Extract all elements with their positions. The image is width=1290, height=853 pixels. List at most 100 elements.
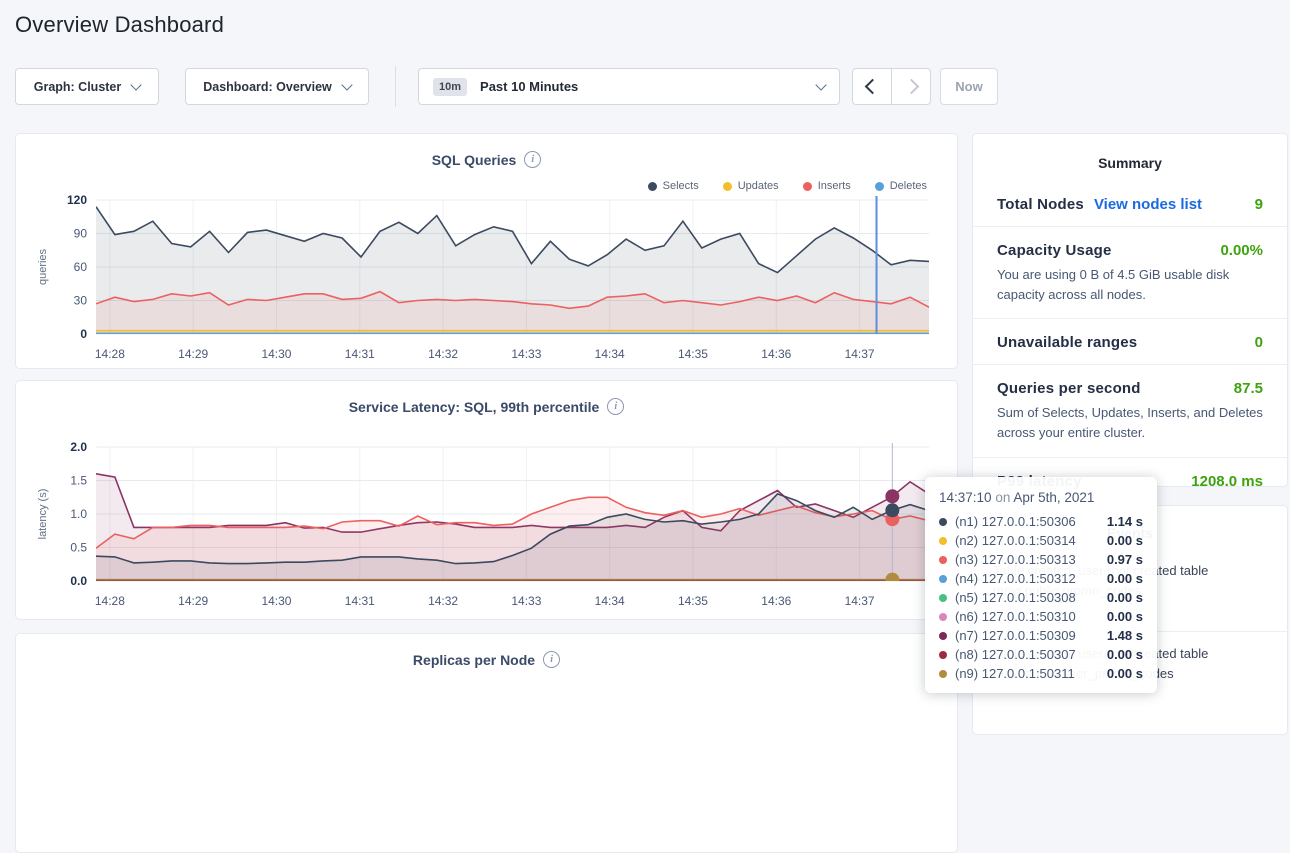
svg-text:14:36: 14:36 [761, 594, 791, 608]
summary-label: Total Nodes [997, 196, 1084, 213]
node-latency-value: 0.97 s [1106, 552, 1143, 567]
svg-text:0: 0 [80, 327, 87, 341]
dashboard-dropdown-label: Dashboard: Overview [203, 79, 332, 94]
sql-queries-card: SQL Queries i Selects Updates Inserts Delet… [15, 133, 958, 369]
summary-label: Queries per second [997, 380, 1141, 398]
chevron-right-icon [903, 78, 919, 95]
svg-text:14:33: 14:33 [511, 347, 541, 361]
svg-text:14:36: 14:36 [761, 347, 791, 361]
node-latency-value: 0.00 s [1106, 666, 1143, 681]
summary-row-unavailable-ranges: Unavailable ranges 0 [973, 318, 1287, 364]
svg-text:90: 90 [74, 227, 88, 241]
node-address: (n9) 127.0.0.1:50311 [955, 666, 1075, 681]
series-dot [939, 631, 947, 640]
time-range-selector[interactable]: 10m Past 10 Minutes [418, 68, 840, 105]
tooltip-row: (n6) 127.0.0.1:50310 0.00 s [939, 607, 1143, 626]
series-dot [939, 612, 947, 621]
legend-item: Deletes [874, 180, 927, 192]
svg-text:14:30: 14:30 [261, 594, 291, 608]
info-icon[interactable]: i [607, 398, 625, 415]
tooltip-date: Apr 5th, 2021 [1013, 490, 1095, 505]
dashboard-dropdown[interactable]: Dashboard: Overview [185, 68, 369, 105]
chevron-left-icon [864, 78, 880, 95]
node-address: (n2) 127.0.0.1:50314 [955, 533, 1076, 548]
summary-label: Capacity Usage [997, 242, 1112, 259]
summary-row-capacity-usage: Capacity Usage 0.00% You are using 0 B o… [973, 226, 1287, 318]
summary-subtitle: Sum of Selects, Updates, Inserts, and De… [997, 405, 1263, 441]
time-range-label: Past 10 Minutes [480, 79, 579, 94]
node-latency-value: 1.14 s [1106, 514, 1143, 529]
tooltip-row: (n2) 127.0.0.1:50314 0.00 s [939, 531, 1143, 550]
summary-title: Summary [1098, 155, 1162, 171]
svg-text:14:34: 14:34 [595, 347, 625, 361]
series-dot [939, 574, 947, 583]
chart-title-text: Replicas per Node [412, 651, 536, 668]
svg-text:14:37: 14:37 [845, 347, 875, 361]
node-latency-value: 0.00 s [1106, 609, 1143, 624]
node-address: (n6) 127.0.0.1:50310 [955, 609, 1076, 624]
info-icon[interactable]: i [524, 151, 542, 168]
svg-text:14:28: 14:28 [95, 347, 125, 361]
summary-subtitle: You are using 0 B of 4.5 GiB usable disk… [997, 267, 1230, 303]
node-latency-value: 0.00 s [1106, 533, 1143, 548]
now-button[interactable]: Now [940, 68, 998, 105]
service-latency-card: Service Latency: SQL, 99th percentile i … [15, 380, 958, 620]
graph-dropdown-label: Graph: Cluster [33, 79, 122, 94]
svg-text:14:29: 14:29 [178, 594, 208, 608]
series-dot [939, 536, 947, 545]
svg-text:14:34: 14:34 [595, 594, 625, 608]
svg-text:14:30: 14:30 [261, 347, 291, 361]
sql-queries-title: SQL Queries i [16, 134, 957, 168]
tooltip-row: (n3) 127.0.0.1:50313 0.97 s [939, 550, 1143, 569]
tooltip-row: (n4) 127.0.0.1:50312 0.00 s [939, 569, 1143, 588]
sql-chart-legend: Selects Updates Inserts Deletes [647, 180, 927, 192]
legend-label: Updates [737, 180, 779, 192]
svg-text:30: 30 [74, 294, 88, 308]
info-icon[interactable]: i [543, 651, 561, 668]
summary-row-queries-per-second: Queries per second 87.5 Sum of Selects, … [973, 364, 1287, 456]
chevron-down-icon [130, 78, 142, 91]
next-range-button[interactable] [891, 69, 930, 104]
svg-text:1.0: 1.0 [70, 507, 87, 521]
node-latency-value: 0.00 s [1106, 571, 1143, 586]
tooltip-row: (n8) 127.0.0.1:50307 0.00 s [939, 645, 1143, 664]
tooltip-row: (n1) 127.0.0.1:50306 1.14 s [939, 512, 1143, 531]
prev-range-button[interactable] [853, 69, 891, 104]
service-latency-chart[interactable]: 0.0 0.5 1.0 1.5 2.0 14:28 14:29 14:30 14:31 14:32… [32, 437, 943, 615]
tooltip-row: (n5) 127.0.0.1:50308 0.00 s [939, 588, 1143, 607]
svg-text:14:28: 14:28 [95, 594, 125, 608]
node-address: (n4) 127.0.0.1:50312 [955, 571, 1076, 586]
legend-item: Inserts [802, 180, 851, 192]
svg-text:0.5: 0.5 [70, 541, 87, 555]
series-dot [939, 517, 947, 526]
tooltip-on: on [995, 490, 1011, 505]
svg-text:2.0: 2.0 [70, 440, 87, 454]
time-nav-group [852, 68, 931, 105]
svg-text:14:35: 14:35 [678, 347, 708, 361]
svg-text:14:32: 14:32 [428, 347, 458, 361]
legend-label: Selects [662, 180, 699, 192]
view-nodes-list-link[interactable]: View nodes list [1093, 196, 1203, 213]
summary-row-total-nodes: Total Nodes View nodes list 9 [973, 181, 1287, 226]
tooltip-time: 14:37:10 [939, 490, 992, 505]
summary-label: Unavailable ranges [997, 334, 1138, 352]
legend-dot [802, 181, 812, 191]
svg-text:14:29: 14:29 [178, 347, 208, 361]
sql-queries-chart[interactable]: 0 30 60 90 120 14:28 14:29 14:30 14:31 14:32 14:33… [32, 190, 943, 368]
node-address: (n5) 127.0.0.1:50308 [955, 590, 1076, 605]
graph-dropdown[interactable]: Graph: Cluster [15, 68, 159, 105]
chart-hover-tooltip: 14:37:10 on Apr 5th, 2021 (n1) 127.0.0.1… [925, 477, 1157, 693]
summary-value: 0 [1254, 334, 1263, 352]
summary-value: 87.5 [1233, 380, 1263, 398]
svg-text:14:32: 14:32 [428, 594, 458, 608]
svg-text:14:33: 14:33 [511, 594, 541, 608]
legend-dot [722, 181, 732, 191]
replicas-per-node-card: Replicas per Node i [15, 633, 958, 853]
page-title: Overview Dashboard [15, 12, 225, 37]
tooltip-timestamp: 14:37:10 on Apr 5th, 2021 [939, 488, 1143, 512]
divider [395, 66, 396, 107]
legend-item: Selects [647, 180, 699, 192]
tooltip-row: (n7) 127.0.0.1:50309 1.48 s [939, 626, 1143, 645]
chart-title-text: SQL Queries [431, 151, 517, 168]
node-latency-value: 1.48 s [1106, 628, 1143, 643]
